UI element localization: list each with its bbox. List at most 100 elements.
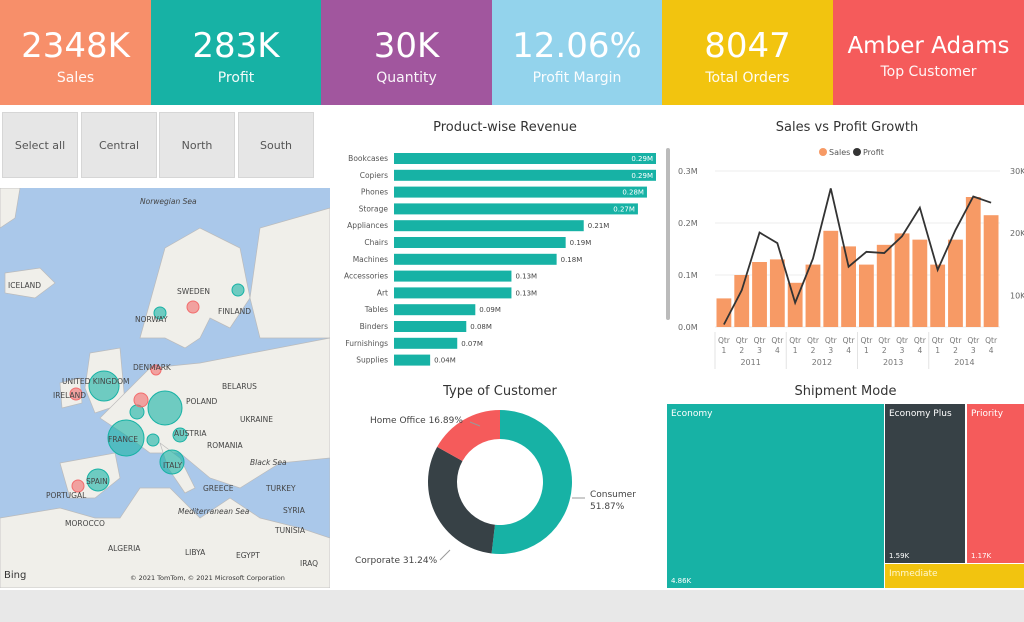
map-label: Black Sea (250, 458, 287, 467)
map-label: NORWAY (135, 315, 168, 324)
kpi-value: 12.06% (512, 26, 642, 66)
treemap-tile[interactable]: Economy 4.86K (667, 404, 884, 588)
map-label: FRANCE (108, 435, 138, 444)
tile-label: Economy (671, 409, 713, 419)
map-label: TUNISIA (274, 526, 306, 535)
map-bubble (107, 419, 145, 457)
x-tick-qtr-num: 1 (722, 346, 727, 355)
treemap-tile[interactable]: Priority 1.17K (967, 404, 1024, 563)
map-label: ROMANIA (207, 441, 244, 450)
bar-data-label: 0.04M (434, 357, 456, 365)
map-attribution: © 2021 TomTom, © 2021 Microsoft Corporat… (130, 574, 285, 582)
map-bubble (86, 468, 110, 492)
slicer-button[interactable]: North (159, 112, 235, 178)
map-bubble (231, 283, 245, 297)
map-label: UKRAINE (240, 415, 273, 424)
revenue-bar (394, 169, 656, 181)
x-tick-qtr-num: 2 (882, 346, 887, 355)
sales-bar (930, 264, 946, 327)
legend-profit: Profit (863, 148, 884, 157)
map-bubble (150, 364, 162, 376)
x-tick-year: 2013 (883, 358, 903, 367)
bar-category-label: Supplies (356, 356, 388, 365)
donut-label-home-office: Home Office 16.89% (370, 416, 463, 426)
y2-tick: 30K (1010, 167, 1024, 176)
slicer-button[interactable]: Select all (2, 112, 78, 178)
x-tick-qtr: Qtr (736, 336, 749, 345)
x-tick-qtr-num: 3 (900, 346, 905, 355)
map-bubble (147, 390, 183, 426)
revenue-bar (394, 287, 512, 299)
kpi-label: Sales (56, 70, 95, 86)
y-tick: 0.2M (678, 219, 698, 228)
x-tick-year: 2012 (812, 358, 832, 367)
revenue-bar-chart[interactable]: Bookcases 0.29M Copiers 0.29M Phones 0.28M Sto… (336, 145, 666, 375)
treemap-tile[interactable]: Immediate (885, 564, 1024, 588)
kpi-value: 8047 (704, 26, 791, 66)
revenue-bar (394, 253, 557, 265)
y2-tick: 10K (1010, 291, 1024, 300)
donut-label-consumer: Consumer (590, 490, 636, 500)
map-bubble (133, 392, 149, 408)
revenue-scrollbar[interactable] (666, 148, 670, 320)
bottom-bar (0, 590, 1024, 622)
x-tick-qtr: Qtr (789, 336, 802, 345)
slicer-button[interactable]: South (238, 112, 314, 178)
map-label: Mediterranean Sea (178, 507, 250, 516)
bar-data-label: 0.18M (561, 256, 583, 264)
x-tick-qtr-num: 1 (793, 346, 798, 355)
map-label: SPAIN (86, 477, 108, 486)
map-label: SYRIA (283, 506, 306, 515)
tile-label: Priority (971, 409, 1004, 419)
sales-profit-combo-chart[interactable]: Sales Profit0.0M0.1M0.2M0.3M10K20K30KQtr1… (670, 140, 1024, 375)
donut-segment (437, 410, 500, 462)
x-tick-qtr-num: 2 (811, 346, 816, 355)
bar-category-label: Art (377, 288, 388, 297)
x-tick-year: 2011 (740, 358, 760, 367)
sales-bar (805, 264, 821, 327)
leader-line (469, 421, 481, 427)
shipment-treemap[interactable]: Economy 4.86K Economy Plus 1.59K Priority 1.1… (667, 404, 1024, 588)
map-label: PORTUGAL (46, 491, 87, 500)
kpi-value: Amber Adams (847, 33, 1010, 59)
bar-category-label: Storage (359, 204, 389, 213)
map-label: ITALY (163, 461, 183, 470)
bar-data-label: 0.29M (631, 155, 653, 163)
customer-donut-chart[interactable]: Consumer 51.87% Corporate 31.24% Home Offic… (340, 400, 660, 588)
x-tick-qtr: Qtr (807, 336, 820, 345)
map-label: IRAQ (300, 559, 318, 568)
tile-value: 1.17K (971, 552, 992, 560)
bar-category-label: Phones (361, 188, 388, 197)
x-tick-qtr-num: 1 (864, 346, 869, 355)
x-tick-qtr: Qtr (950, 336, 963, 345)
x-tick-qtr: Qtr (914, 336, 927, 345)
x-tick-qtr: Qtr (896, 336, 909, 345)
kpi-value: 283K (192, 26, 280, 66)
revenue-title: Product-wise Revenue (433, 120, 577, 135)
map-label: ICELAND (8, 281, 41, 290)
bar-data-label: 0.28M (622, 189, 644, 197)
revenue-bar (394, 321, 467, 332)
treemap-tile[interactable]: Economy Plus 1.59K (885, 404, 965, 563)
revenue-bar (394, 203, 638, 215)
revenue-bar (394, 220, 584, 232)
kpi-label: Profit Margin (532, 70, 622, 86)
map-bubble (153, 306, 167, 320)
customer-title: Type of Customer (443, 384, 557, 399)
map-bubble (172, 427, 188, 443)
bar-data-label: 0.21M (588, 222, 610, 230)
map-label: MOROCCO (65, 519, 105, 528)
map-label: IRELAND (53, 391, 86, 400)
revenue-bar (394, 354, 431, 366)
x-tick-qtr: Qtr (985, 336, 998, 345)
bar-category-label: Bookcases (348, 154, 388, 163)
kpi-label: Top Customer (880, 64, 977, 80)
europe-map[interactable]: Norwegian Sea ICELAND SWEDEN FINLAND NORWAY U… (0, 188, 330, 588)
slicer-button[interactable]: Central (81, 112, 157, 178)
sales-bar (983, 215, 999, 327)
bar-category-label: Furnishings (345, 339, 388, 348)
revenue-bar (394, 186, 647, 198)
map-label: SWEDEN (177, 287, 210, 296)
map-visual[interactable]: Norwegian Sea ICELAND SWEDEN FINLAND NORWAY U… (0, 188, 330, 588)
x-tick-qtr-num: 4 (989, 346, 994, 355)
